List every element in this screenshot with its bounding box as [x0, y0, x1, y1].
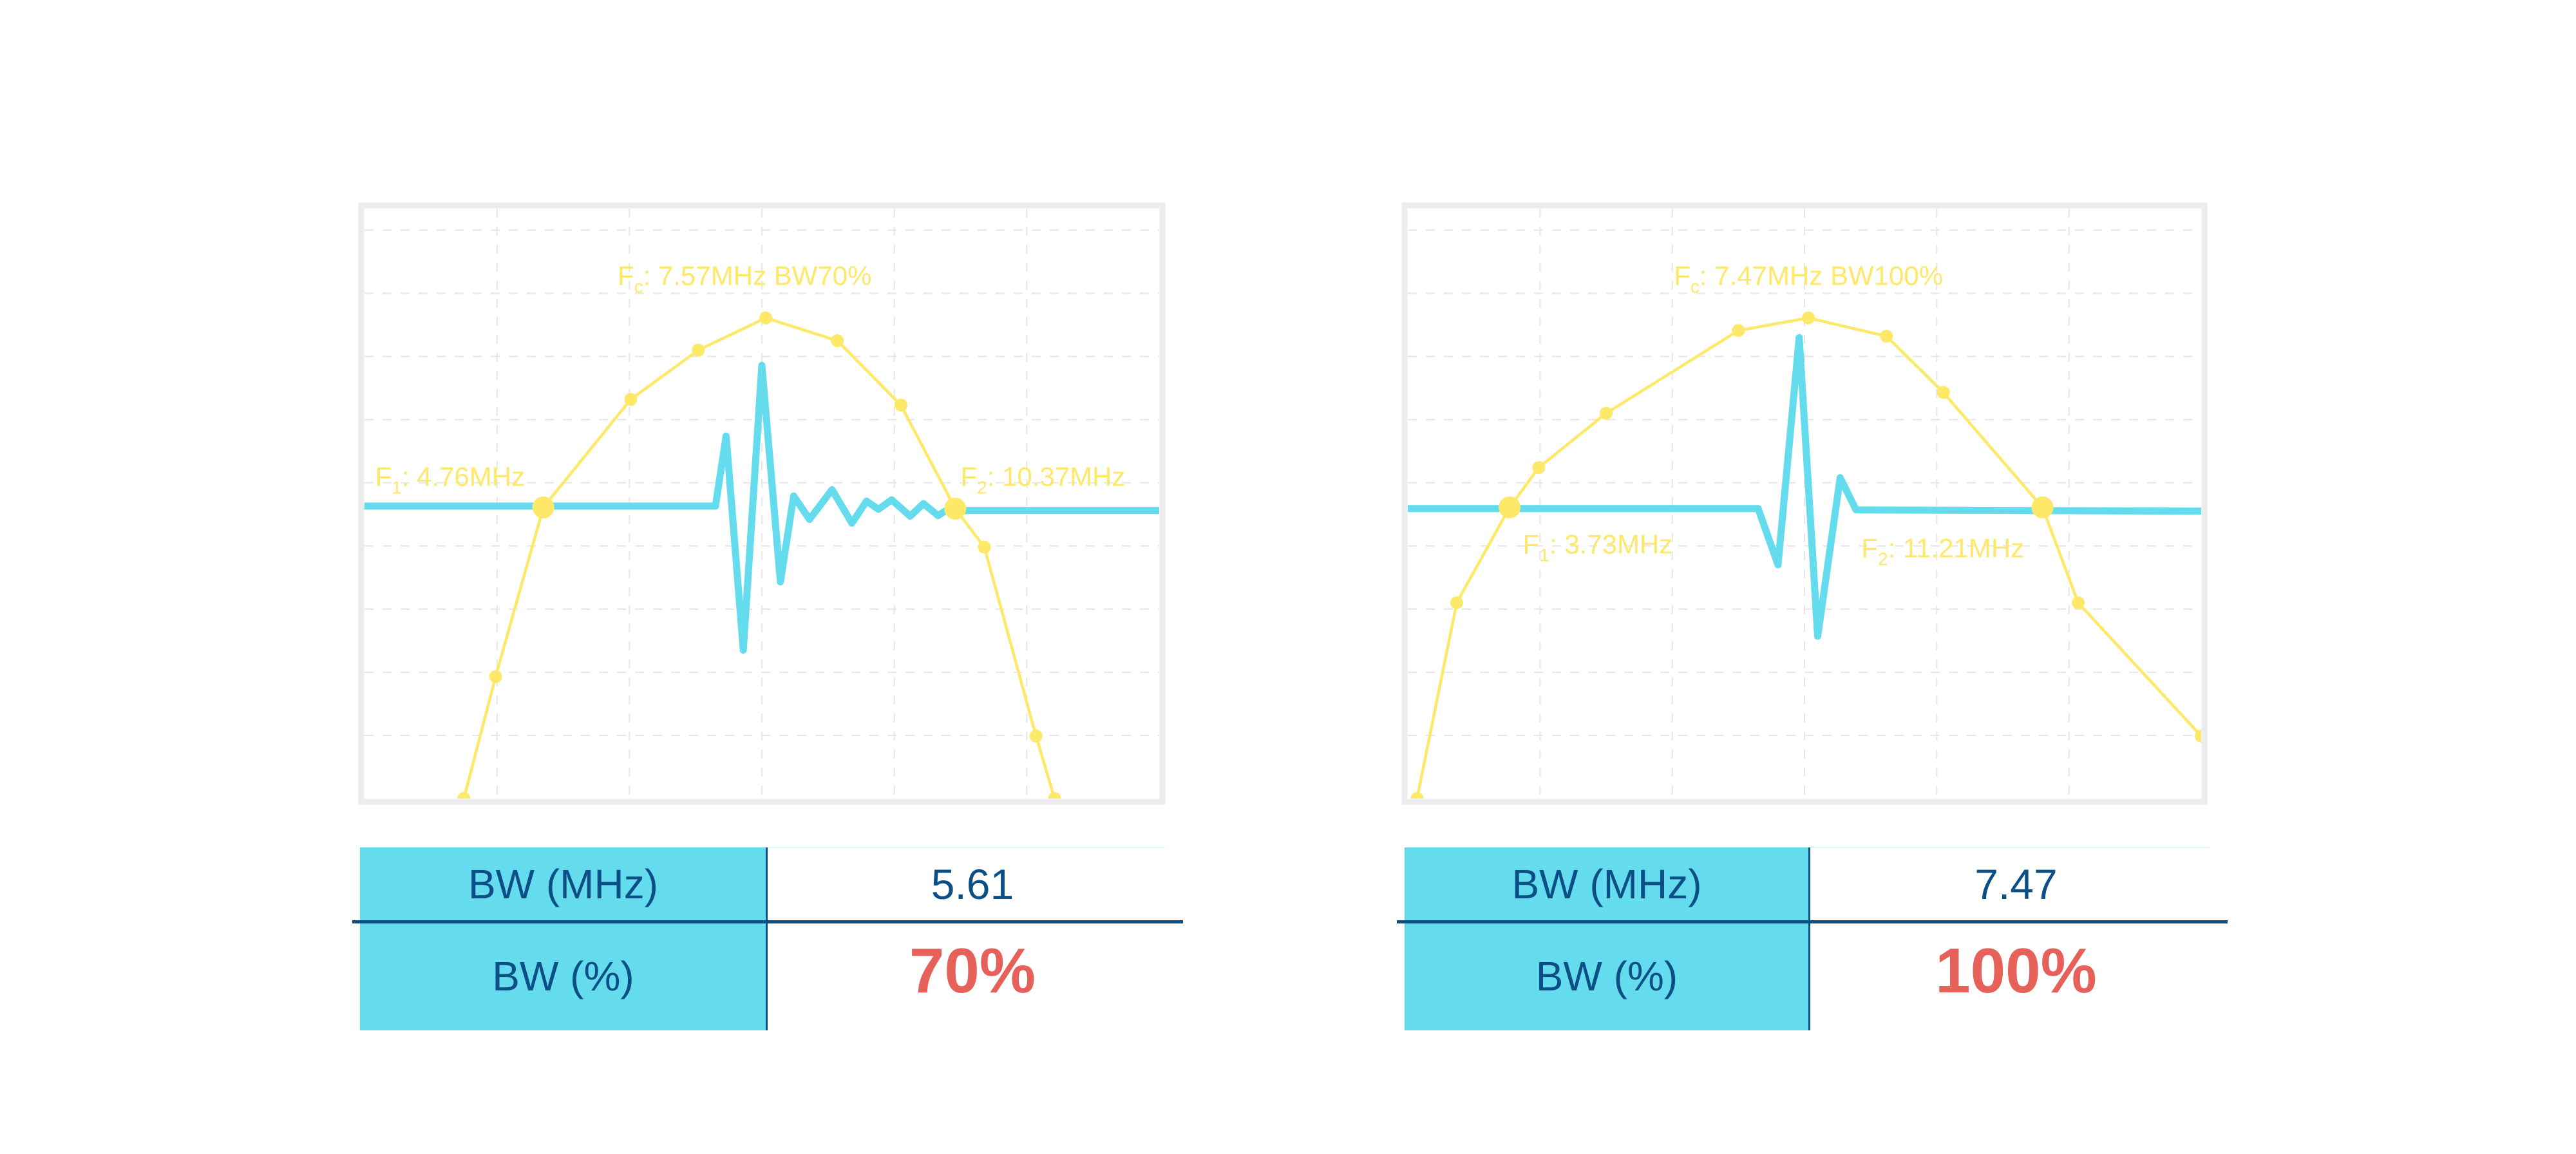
table-label-bw-percent: BW (%) [360, 922, 766, 1030]
frequency-annotation: F2: 11.21MHz [1861, 533, 2024, 569]
spectrum-point [2195, 729, 2201, 743]
chart-left: Fc: 7.57MHz BW70% F1: 4.76MHz F2: 10.37MHz [358, 202, 1166, 805]
spectrum-point [692, 343, 705, 357]
cutoff-frequency-marker [532, 496, 554, 518]
pulse-line [1408, 334, 2201, 640]
spectrum-point [1880, 330, 1893, 343]
table-label-bw-percent: BW (%) [1405, 922, 1809, 1030]
pulse-line [365, 361, 1159, 654]
spectrum-point [489, 670, 502, 683]
spectrum-point [1410, 792, 1424, 799]
chart-right: Fc: 7.47MHz BW100% F1: 3.73MHz F2: 11.21MH… [1401, 202, 2208, 805]
frequency-annotation: F1: 4.76MHz [375, 462, 525, 498]
table-value-bw-percent: 70% [909, 934, 1036, 1006]
cutoff-frequency-marker [1499, 496, 1521, 518]
spectrum-point [2072, 596, 2085, 609]
spectrum-point [1532, 461, 1546, 475]
table-value-bw-mhz: 5.61 [931, 860, 1014, 908]
table-value-bw-percent: 100% [1935, 934, 2097, 1006]
table-row-divider [1397, 920, 2228, 923]
cutoff-frequency-marker [944, 497, 967, 520]
spectrum-point [1732, 324, 1745, 337]
spectrum-point [1937, 386, 1950, 399]
table-label-bw-mhz: BW (MHz) [1405, 847, 1809, 921]
spectrum-point [457, 792, 471, 799]
table-label-bw-mhz: BW (MHz) [360, 847, 766, 921]
spectrum-point [831, 334, 844, 347]
spectrum-point [1600, 406, 1613, 420]
spectrum-point [1450, 596, 1463, 609]
spectrum-point [624, 393, 638, 406]
spectrum-line [462, 316, 1056, 799]
frequency-annotation: F2: 10.37MHz [961, 462, 1126, 498]
spectrum-point [894, 399, 907, 412]
frequency-annotation: Fc: 7.57MHz BW70% [618, 261, 871, 297]
table-column-divider [766, 847, 768, 1030]
frequency-annotation: Fc: 7.47MHz BW100% [1674, 261, 1943, 297]
cutoff-frequency-marker [2031, 496, 2054, 518]
frequency-annotation: F1: 3.73MHz [1523, 529, 1673, 565]
table-column-divider [1808, 847, 1810, 1030]
spectrum-line [1416, 316, 2201, 799]
spectrum-point [1048, 792, 1061, 799]
spectrum-point [1029, 729, 1043, 743]
table-row-divider [352, 920, 1183, 923]
table-value-bw-mhz: 7.47 [1975, 860, 2058, 908]
spectrum-point [978, 540, 991, 554]
spectrum-point [1802, 311, 1815, 325]
spectrum-point [759, 311, 773, 325]
